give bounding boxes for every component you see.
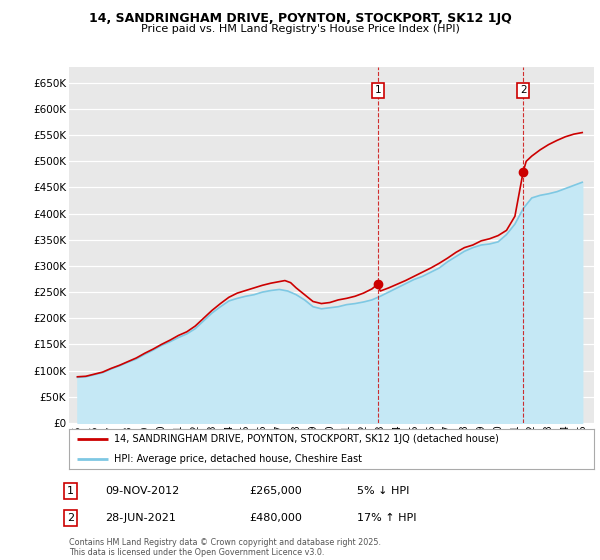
Text: Contains HM Land Registry data © Crown copyright and database right 2025.
This d: Contains HM Land Registry data © Crown c…	[69, 538, 381, 557]
Text: 17% ↑ HPI: 17% ↑ HPI	[357, 513, 416, 523]
Text: HPI: Average price, detached house, Cheshire East: HPI: Average price, detached house, Ches…	[113, 454, 362, 464]
Text: Price paid vs. HM Land Registry's House Price Index (HPI): Price paid vs. HM Land Registry's House …	[140, 24, 460, 34]
Text: 1: 1	[67, 486, 74, 496]
Text: 5% ↓ HPI: 5% ↓ HPI	[357, 486, 409, 496]
Text: 14, SANDRINGHAM DRIVE, POYNTON, STOCKPORT, SK12 1JQ: 14, SANDRINGHAM DRIVE, POYNTON, STOCKPOR…	[89, 12, 511, 25]
Text: £265,000: £265,000	[249, 486, 302, 496]
Text: 2: 2	[67, 513, 74, 523]
Text: 09-NOV-2012: 09-NOV-2012	[105, 486, 179, 496]
Text: 28-JUN-2021: 28-JUN-2021	[105, 513, 176, 523]
Text: £480,000: £480,000	[249, 513, 302, 523]
Text: 1: 1	[374, 85, 381, 95]
Text: 14, SANDRINGHAM DRIVE, POYNTON, STOCKPORT, SK12 1JQ (detached house): 14, SANDRINGHAM DRIVE, POYNTON, STOCKPOR…	[113, 434, 499, 444]
Text: 2: 2	[520, 85, 526, 95]
